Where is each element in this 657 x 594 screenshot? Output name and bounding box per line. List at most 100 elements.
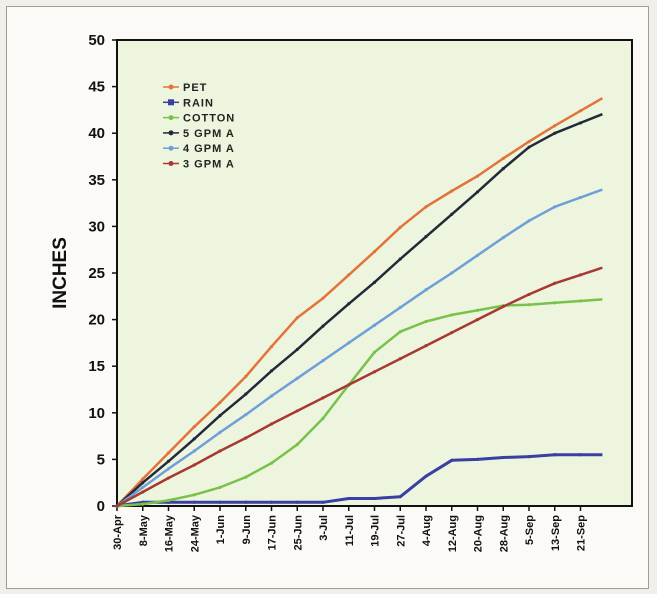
data-point-4-gpm-a <box>578 195 583 200</box>
y-tick-label: 30 <box>88 218 105 235</box>
data-point-5-gpm-a <box>218 413 222 418</box>
x-tick-label: 8-May <box>138 514 150 546</box>
data-point-pet <box>424 205 428 209</box>
y-tick-label: 10 <box>88 405 105 422</box>
data-point-5-gpm-a <box>501 167 505 171</box>
data-point-5-gpm-a <box>475 190 480 194</box>
x-tick-label: 19-Jul <box>370 515 382 547</box>
data-point-5-gpm-a <box>527 145 531 149</box>
data-point-pet <box>398 225 402 229</box>
plot-area <box>116 39 633 507</box>
data-point-rain <box>450 458 454 462</box>
data-point-pet <box>553 124 557 128</box>
y-tick-label: 50 <box>88 32 105 49</box>
data-point-3-gpm-a <box>527 292 531 297</box>
y-tick-label: 20 <box>88 312 105 329</box>
data-point-4-gpm-a <box>527 219 531 223</box>
x-tick-label: 11-Jul <box>344 515 356 546</box>
x-tick-label: 1-Jun <box>215 515 227 545</box>
data-point-pet <box>450 189 454 193</box>
data-point-4-gpm-a <box>372 323 377 327</box>
data-point-4-gpm-a <box>450 271 454 275</box>
data-point-pet <box>475 174 480 178</box>
legend-label-5-gpm-a: 5 GPM A <box>183 128 235 140</box>
data-point-3-gpm-a <box>450 331 454 335</box>
data-point-3-gpm-a <box>141 490 145 494</box>
data-point-4-gpm-a <box>321 359 325 363</box>
legend-label-rain: RAIN <box>183 97 214 109</box>
data-point-5-gpm-a <box>192 437 196 441</box>
legend-marker-4-gpm-a <box>168 145 174 151</box>
data-point-pet <box>141 477 145 481</box>
y-tick-label: 40 <box>88 125 105 142</box>
data-point-rain <box>578 453 583 457</box>
data-point-5-gpm-a <box>244 392 248 396</box>
data-point-pet <box>269 345 274 349</box>
x-tick-label: 16-May <box>164 514 176 552</box>
y-tick-label: 15 <box>88 358 105 375</box>
series-line-pet <box>116 97 604 507</box>
data-point-cotton <box>192 493 196 497</box>
data-point-3-gpm-a <box>501 304 505 309</box>
data-point-5-gpm-a <box>450 212 454 216</box>
data-point-pet <box>578 109 583 113</box>
data-point-cotton <box>372 350 377 354</box>
y-tick-label: 25 <box>88 265 105 282</box>
series-line-3-gpm-a <box>116 266 603 508</box>
data-point-3-gpm-a <box>398 357 402 361</box>
data-point-3-gpm-a <box>192 463 196 467</box>
legend-label-3-gpm-a: 3 GPM A <box>183 159 235 171</box>
data-point-rain <box>475 457 480 461</box>
legend-marker-5-gpm-a <box>168 130 174 136</box>
data-point-3-gpm-a <box>269 422 274 426</box>
x-tick-label: 21-Sep <box>576 515 588 551</box>
data-point-4-gpm-a <box>192 449 196 453</box>
legend-label-4-gpm-a: 4 GPM A <box>183 143 235 155</box>
data-point-4-gpm-a <box>424 288 428 292</box>
data-point-3-gpm-a <box>424 344 428 348</box>
data-point-pet <box>295 316 299 320</box>
series-line-cotton <box>116 298 603 508</box>
data-point-3-gpm-a <box>166 476 171 480</box>
data-point-pet <box>244 374 248 379</box>
data-point-rain <box>527 455 531 459</box>
data-point-5-gpm-a <box>372 280 377 284</box>
data-point-rain <box>321 500 325 504</box>
data-point-4-gpm-a <box>553 205 557 209</box>
y-tick-label: 5 <box>97 451 105 468</box>
x-tick-label: 13-Sep <box>550 515 562 551</box>
data-point-rain <box>501 455 505 460</box>
data-point-5-gpm-a <box>424 235 428 239</box>
data-point-4-gpm-a <box>269 394 274 398</box>
x-tick-label: 28-Aug <box>498 515 510 552</box>
x-tick-label: 4-Aug <box>421 515 433 546</box>
data-point-cotton <box>398 330 402 334</box>
data-point-4-gpm-a <box>218 430 222 434</box>
data-point-cotton <box>527 303 531 307</box>
legend-marker-pet <box>168 84 174 90</box>
data-point-3-gpm-a <box>347 383 351 387</box>
data-point-pet <box>321 296 325 300</box>
data-point-pet <box>501 156 505 160</box>
x-tick-label: 5-Sep <box>524 515 536 545</box>
data-point-rain <box>218 500 222 504</box>
legend-label-cotton: COTTON <box>183 113 235 125</box>
x-tick-label: 17-Jun <box>267 515 279 551</box>
data-point-4-gpm-a <box>244 413 248 417</box>
data-point-4-gpm-a <box>398 305 402 310</box>
series-line-4-gpm-a <box>116 188 603 508</box>
data-point-cotton <box>321 416 325 420</box>
data-point-5-gpm-a <box>166 459 171 463</box>
data-point-pet <box>372 249 377 254</box>
x-tick-label: 30-Apr <box>112 514 124 550</box>
data-point-pet <box>218 400 222 405</box>
data-point-4-gpm-a <box>501 235 505 240</box>
data-point-3-gpm-a <box>553 281 557 285</box>
data-point-rain <box>347 496 351 501</box>
data-point-5-gpm-a <box>553 131 557 135</box>
x-tick-label: 25-Jun <box>292 515 304 551</box>
data-point-cotton <box>475 308 480 312</box>
x-tick-label: 12-Aug <box>447 515 459 552</box>
x-tick-label: 9-Jun <box>241 515 253 545</box>
